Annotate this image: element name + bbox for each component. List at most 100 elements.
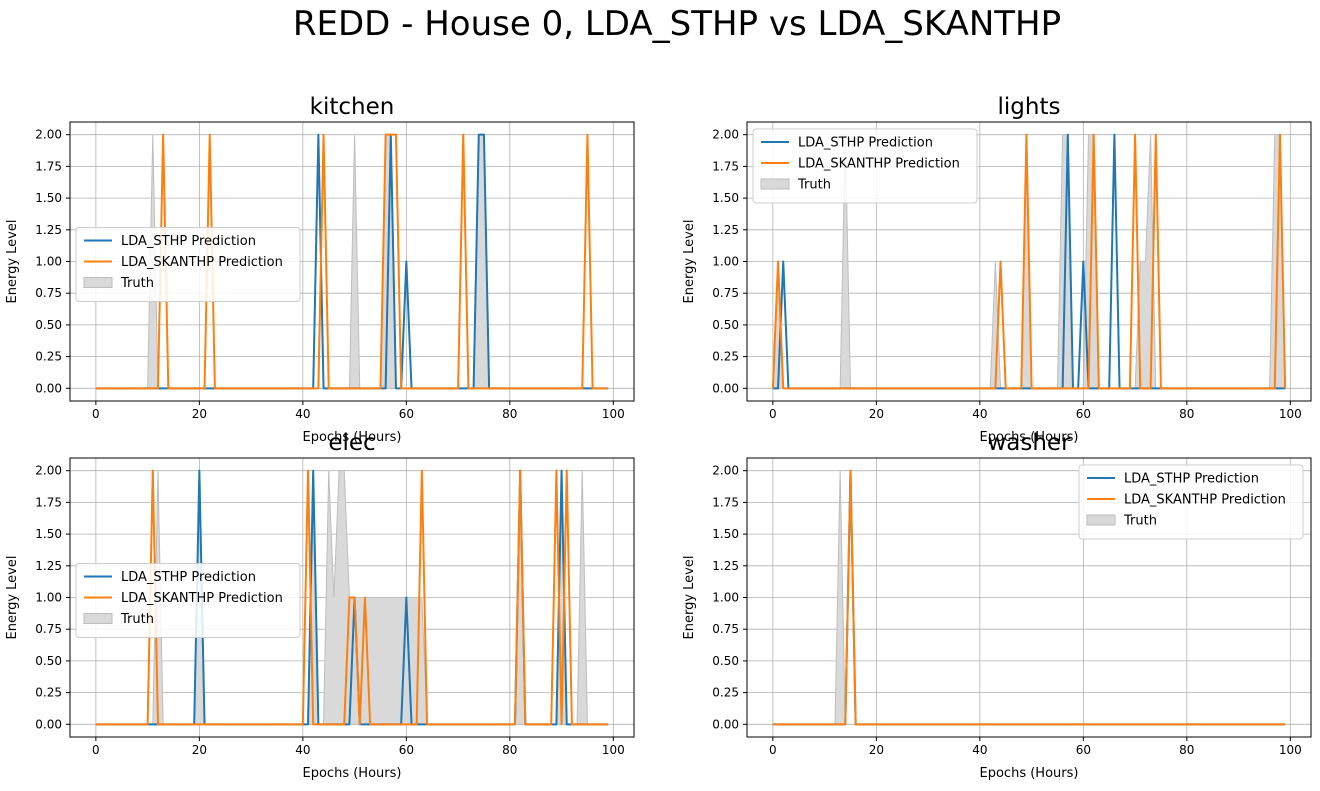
y-tick-label: 1.00 [712, 255, 739, 269]
x-tick-label: 100 [602, 407, 625, 421]
y-axis-label: Energy Level [682, 556, 697, 640]
legend-entry-truth-swatch [1086, 514, 1116, 526]
skanthp-prediction-line [95, 133, 609, 390]
x-tick-label: 0 [769, 743, 777, 757]
y-axis-label: Energy Level [682, 220, 697, 304]
legend-entry-truth-swatch [760, 178, 790, 190]
y-tick-label: 1.75 [35, 159, 62, 173]
y-tick-label: 1.50 [35, 527, 62, 541]
y-tick-label: 0.00 [712, 717, 739, 731]
legend: LDA_STHP Prediction LDA_SKANTHP Predictio… [75, 227, 301, 302]
y-tick-label: 1.25 [712, 559, 739, 573]
y-tick-label: 0.25 [35, 350, 62, 364]
legend-entry-skanthp: LDA_SKANTHP Prediction [121, 255, 283, 270]
y-tick-label: 2.00 [712, 128, 739, 142]
legend-entry-truth: Truth [120, 612, 154, 627]
subplot-lights: 0 20 40 60 80 100 0.00 0.25 0.50 0.75 1.00 1.25 1.50… [682, 121, 1312, 445]
skanthp-prediction-line [771, 133, 1287, 390]
x-tick-label: 20 [192, 407, 207, 421]
y-tick-label: 0.00 [35, 717, 62, 731]
y-tick-label: 1.50 [712, 527, 739, 541]
y-tick-label: 0.25 [35, 686, 62, 700]
x-tick-label: 20 [192, 743, 207, 757]
y-tick-label: 1.50 [712, 191, 739, 205]
y-tick-label: 1.25 [35, 559, 62, 573]
y-tick-label: 0.50 [712, 654, 739, 668]
y-tick-label: 1.75 [712, 495, 739, 509]
plot-area [772, 469, 1286, 726]
y-tick-label: 1.25 [712, 223, 739, 237]
subplot-elec: 0 20 40 60 80 100 0.00 0.25 0.50 0.75 1.00 1.25 1.50… [5, 457, 635, 781]
x-axis-label: Epochs (Hours) [980, 430, 1079, 445]
y-tick-label: 1.00 [35, 591, 62, 605]
legend-entry-truth-swatch [83, 277, 113, 288]
skanthp-prediction-line [95, 469, 609, 726]
legend: LDA_STHP Prediction LDA_SKANTHP Predictio… [752, 128, 978, 204]
subplot-title: elec [328, 430, 375, 456]
x-tick-label: 100 [1279, 743, 1302, 757]
x-tick-label: 60 [399, 407, 414, 421]
x-tick-label: 80 [502, 743, 517, 757]
x-tick-label: 20 [869, 743, 884, 757]
y-tick-label: 2.00 [712, 464, 739, 478]
y-tick-label: 0.75 [712, 286, 739, 300]
legend: LDA_STHP Prediction LDA_SKANTHP Predictio… [75, 563, 301, 638]
x-tick-label: 40 [972, 407, 987, 421]
x-axis-label: Epochs (Hours) [980, 766, 1079, 781]
legend-entry-skanthp: LDA_SKANTHP Prediction [1124, 493, 1286, 508]
plot-area [771, 133, 1287, 390]
x-tick-label: 40 [295, 407, 310, 421]
legend-entry-truth: Truth [1123, 514, 1157, 529]
x-tick-label: 80 [1179, 743, 1194, 757]
x-tick-label: 0 [769, 407, 777, 421]
legend: LDA_STHP Prediction LDA_SKANTHP Predictio… [1078, 464, 1304, 540]
legend-frame [1078, 464, 1304, 540]
legend-entry-sthp: LDA_STHP Prediction [1124, 472, 1259, 487]
subplot-title: lights [998, 94, 1061, 120]
x-tick-label: 0 [92, 743, 100, 757]
x-tick-label: 100 [602, 743, 625, 757]
y-tick-label: 1.75 [712, 159, 739, 173]
y-tick-label: 0.50 [35, 654, 62, 668]
figure-title: REDD - House 0, LDA_STHP vs LDA_SKANTHP [293, 4, 1061, 44]
x-tick-label: 60 [399, 743, 414, 757]
y-tick-label: 0.25 [712, 350, 739, 364]
y-tick-label: 0.75 [35, 622, 62, 636]
y-tick-label: 1.00 [712, 591, 739, 605]
plot-area [95, 133, 609, 390]
x-tick-label: 60 [1076, 407, 1091, 421]
y-tick-label: 1.25 [35, 223, 62, 237]
x-tick-label: 40 [295, 743, 310, 757]
x-tick-label: 80 [1179, 407, 1194, 421]
legend-frame [752, 128, 978, 204]
x-tick-label: 20 [869, 407, 884, 421]
legend-entry-skanthp: LDA_SKANTHP Prediction [121, 591, 283, 606]
skanthp-prediction-line [772, 469, 1286, 726]
x-tick-label: 40 [972, 743, 987, 757]
legend-entry-truth: Truth [120, 276, 154, 291]
legend-entry-truth-swatch [83, 613, 113, 624]
x-axis-label: Epochs (Hours) [303, 766, 402, 781]
x-tick-label: 60 [1076, 743, 1091, 757]
legend-entry-truth: Truth [797, 178, 831, 193]
legend-frame [75, 563, 301, 638]
legend-entry-sthp: LDA_STHP Prediction [121, 570, 256, 585]
subplot-kitchen: 0 20 40 60 80 100 0.00 0.25 0.50 0.75 1.00 1.25 1.50… [5, 121, 635, 445]
x-tick-label: 0 [92, 407, 100, 421]
legend-entry-skanthp: LDA_SKANTHP Prediction [798, 157, 960, 172]
y-tick-label: 2.00 [35, 128, 62, 142]
y-tick-label: 0.00 [712, 381, 739, 395]
subplot-washer: 0 20 40 60 80 100 0.00 0.25 0.50 0.75 1.00 1.25 1.50… [682, 457, 1312, 781]
y-axis-label: Energy Level [5, 220, 20, 304]
legend-entry-sthp: LDA_STHP Prediction [121, 234, 256, 249]
y-tick-label: 0.50 [35, 318, 62, 332]
y-tick-label: 0.75 [712, 622, 739, 636]
x-tick-label: 100 [1279, 407, 1302, 421]
legend-frame [75, 227, 301, 302]
x-tick-label: 80 [502, 407, 517, 421]
y-tick-label: 1.00 [35, 255, 62, 269]
y-tick-label: 1.75 [35, 495, 62, 509]
subplot-title: washer [987, 430, 1071, 456]
